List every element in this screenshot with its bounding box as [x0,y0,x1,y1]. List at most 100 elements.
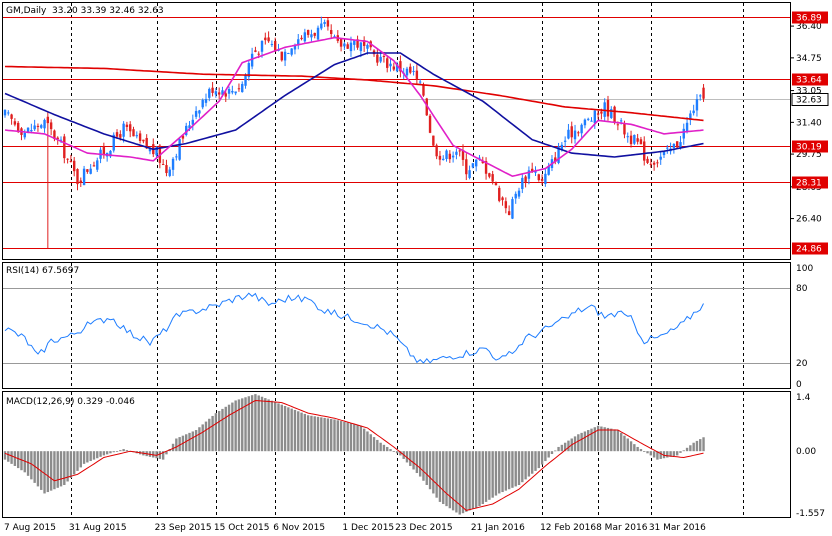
macd-histogram-bar [89,451,92,462]
macd-histogram-bar [211,415,214,452]
candle-bear [540,178,544,181]
candle-bear [675,141,679,148]
macd-histogram-bar [422,451,425,481]
macd-histogram-bar [573,436,577,452]
macd-histogram-bar [633,444,636,452]
candle-bull [511,199,514,219]
candle-bear [636,138,639,142]
macd-histogram-bar [392,451,396,452]
macd-histogram-bar [333,419,336,452]
macd-histogram-bar [563,442,567,452]
candle-bear [415,70,419,79]
price-level-tag [792,140,828,153]
macd-histogram-bar [155,451,158,459]
candle-bull [247,63,251,77]
candle-bull [33,125,36,130]
macd-histogram-bar [468,451,471,511]
macd-signal-line [4,399,704,511]
candle-bear [49,122,53,130]
macd-histogram-bar [231,402,234,452]
macd-histogram-bar [415,451,419,474]
macd-histogram-bar [507,451,511,490]
macd-histogram-bar [343,421,346,452]
candle-bear [330,30,333,34]
macd-histogram-bar [412,451,415,470]
candle-bear [531,168,534,172]
macd-panel[interactable]: MACD(12,26,9) 0.329 -0.046 [2,391,791,518]
candle-bull [659,156,662,160]
macd-histogram-bar [76,451,79,471]
macd-histogram-bar [7,451,10,462]
candle-bear [56,137,59,140]
macd-histogram-bar [115,451,119,452]
candle-bear [600,111,603,114]
candle-bull [185,125,188,135]
candle-bull [379,56,382,62]
candle-bear [10,114,13,119]
candle-bull [287,53,290,55]
price-level-label: 28.31 [796,179,822,189]
macd-histogram-bar [616,430,620,452]
macd-histogram-bar [382,444,386,452]
macd-histogram-bar [593,427,597,452]
macd-histogram-bar [96,451,99,459]
candle-bear [254,50,257,52]
candle-bear [501,197,504,201]
candle-bear [554,157,557,162]
price-panel[interactable]: GM,Daily 33.20 33.39 32.46 32.63 [2,2,791,260]
macd-histogram-bar [122,449,125,452]
candle-bear [438,155,442,160]
candle-bear [66,158,69,160]
candle-bear [273,41,277,52]
time-axis-label: 23 Dec 2015 [395,523,453,533]
candle-bull [23,132,26,138]
macd-histogram-bar [425,451,428,485]
macd-histogram-bar [494,451,498,496]
macd-histogram-bar [643,451,646,452]
candle-bull [662,151,666,156]
macd-histogram-bar [224,406,227,452]
macd-histogram-bar [339,421,343,452]
macd-histogram-bar [702,437,705,452]
macd-histogram-bar [82,451,86,464]
candle-bear [570,126,573,138]
candle-bear [264,37,267,41]
macd-histogram-bar [63,451,66,485]
macd-histogram-bar [56,451,59,488]
macd-histogram-bar [72,451,76,475]
macd-histogram-bar [675,451,679,456]
candle-bull [109,150,112,157]
price-level-label: 24.86 [796,245,822,255]
candle-bear [481,161,484,164]
macd-histogram-bar [432,451,435,494]
macd-histogram-bar [504,451,508,491]
macd-histogram-bar [349,423,353,452]
candle-bear [161,164,165,166]
candle-bear [652,162,656,165]
macd-histogram-bar [20,451,23,471]
candle-bull [343,43,346,47]
macd-histogram-bar [204,421,208,452]
macd-axis-label: -1.557 [796,509,825,519]
candle-bull [171,158,175,170]
price-ohlc-readout: 33.20 33.39 32.46 32.63 [52,6,164,16]
macd-histogram-bar [194,430,198,452]
candle-bear [92,165,96,167]
macd-histogram-bar [409,451,412,466]
macd-panel-title: MACD(12,26,9) 0.329 -0.046 [6,397,135,407]
macd-histogram-bar [320,417,323,452]
candle-bull [468,170,471,178]
candle-bull [320,23,323,29]
time-axis-label: 1 Dec 2015 [342,523,394,533]
candle-bull [7,112,10,114]
candle-bull [666,147,669,149]
macd-histogram-bar [649,451,653,456]
macd-histogram-bar [244,397,247,452]
macd-histogram-bar [652,451,656,458]
rsi-panel[interactable]: RSI(14) 67.5697 [2,262,791,389]
candle-bear [211,87,214,93]
candle-bear [132,129,135,137]
candle-bull [201,99,204,108]
macd-histogram-bar [326,418,330,452]
